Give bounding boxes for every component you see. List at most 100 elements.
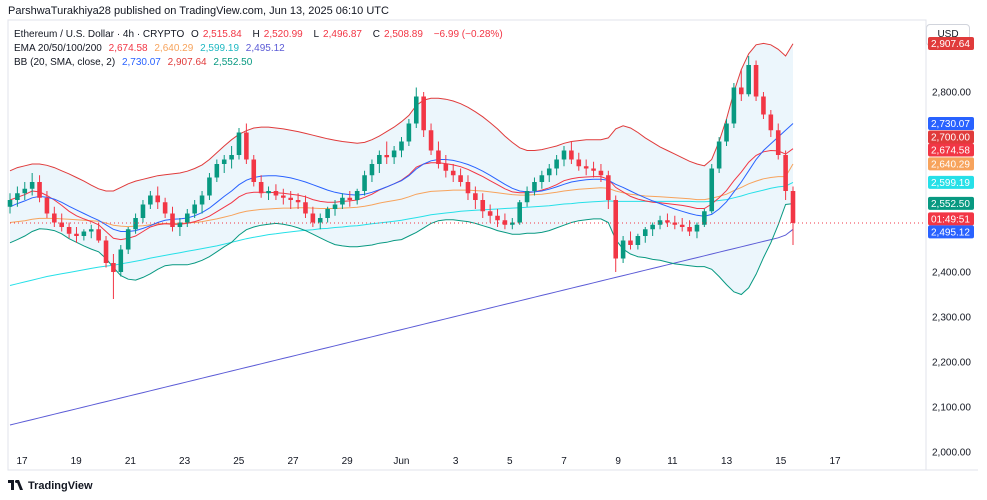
candle-body — [288, 197, 293, 200]
candle — [221, 155, 227, 173]
candle-body — [450, 170, 456, 176]
candle — [465, 175, 471, 200]
price-tick-label: 2,200.00 — [932, 358, 971, 369]
candle-body — [125, 229, 131, 250]
candle — [620, 236, 626, 263]
price-tick-label: 2,300.00 — [932, 313, 971, 324]
candle — [148, 191, 153, 209]
bb-basis-value: 2,730.07 — [121, 57, 161, 68]
candle-body — [273, 191, 279, 196]
candle-body — [310, 213, 316, 223]
bb-lower-line — [9, 203, 794, 296]
time-tick-label: 5 — [507, 456, 513, 467]
candle — [554, 155, 559, 176]
time-axis: 17 19 21 23 25 27 29 Jun 3 5 7 9 11 13 15 17 — [16, 456, 841, 467]
candle-body — [295, 200, 301, 203]
candle — [59, 213, 64, 232]
candle-body — [74, 233, 79, 236]
candle — [406, 119, 412, 146]
price-tag-label: 2,599.19 — [931, 178, 970, 189]
price-tag-label: 2,552.50 — [931, 199, 970, 210]
time-tick-label: 25 — [233, 456, 245, 467]
price-tag: 2,730.07 — [928, 116, 974, 130]
candle-body — [465, 182, 471, 194]
legend-bb[interactable]: BB (20, SMA, close, 2) 2,730.07 2,907.64… — [14, 57, 256, 68]
candle-body — [96, 229, 101, 241]
candle — [694, 222, 700, 239]
candle-body — [591, 168, 596, 171]
candle-body — [244, 132, 249, 160]
bollinger-band-fill — [10, 43, 793, 295]
price-tag-label: 2,640.29 — [931, 159, 970, 170]
candle-body — [103, 240, 109, 263]
candle-body — [369, 164, 375, 176]
candle-body — [724, 123, 729, 142]
candle-body — [709, 168, 715, 212]
candle — [546, 164, 552, 182]
time-tick-label: 9 — [615, 456, 621, 467]
candle — [591, 161, 596, 178]
candle-body — [384, 155, 390, 158]
candle — [716, 137, 722, 173]
candle — [15, 186, 20, 207]
candle — [155, 186, 161, 209]
candle-body — [303, 202, 308, 214]
ema50-line — [9, 163, 794, 228]
candle — [739, 69, 744, 101]
candle — [52, 206, 57, 227]
candle-body — [753, 65, 759, 97]
candle — [761, 92, 766, 119]
ema200-line — [9, 228, 794, 426]
candle — [125, 227, 131, 254]
candle-body — [184, 213, 190, 223]
candle-body — [170, 213, 175, 227]
candle — [790, 186, 796, 245]
candle — [384, 141, 390, 164]
candle-body — [731, 87, 737, 124]
candle — [362, 170, 367, 196]
ema-label: EMA 20/50/100/200 — [14, 43, 102, 54]
low-number: 2,496.87 — [323, 29, 362, 40]
candle-body — [561, 150, 567, 160]
time-tick-label: 17 — [16, 456, 28, 467]
candle — [332, 200, 338, 216]
candle-body — [694, 224, 700, 232]
candle-body — [739, 87, 744, 95]
candle-body — [111, 263, 116, 272]
candle — [229, 146, 234, 169]
candle-body — [606, 175, 611, 200]
bb-label: BB (20, SMA, close, 2) — [14, 57, 116, 68]
tradingview-footer[interactable]: TradingView — [8, 480, 93, 492]
candle-body — [29, 182, 35, 189]
candle — [702, 209, 707, 227]
legend-ema[interactable]: EMA 20/50/100/200 2,674.58 2,640.29 2,59… — [14, 43, 289, 54]
candle — [37, 175, 42, 203]
candle-body — [44, 197, 50, 214]
ema100-line — [9, 181, 794, 286]
candle — [236, 128, 242, 160]
candle-body — [761, 96, 766, 115]
price-tag: 2,700.00 — [928, 130, 974, 144]
ema50-value: 2,640.29 — [154, 43, 194, 54]
ema100-value: 2,599.19 — [200, 43, 240, 54]
candle — [502, 213, 508, 230]
candle-body — [362, 175, 367, 191]
price-tag-label: 2,495.12 — [931, 227, 970, 238]
symbol-label[interactable]: Ethereum / U.S. Dollar · 4h · CRYPTO — [14, 29, 185, 40]
candle — [118, 245, 124, 277]
candle-body — [207, 177, 212, 196]
publisher-line: ParshwaTurakhiya28 published on TradingV… — [8, 5, 389, 17]
candle — [347, 191, 353, 207]
candle-body — [783, 155, 788, 191]
candle — [310, 206, 316, 227]
candle-body — [628, 240, 633, 245]
price-tag-label: 2,730.07 — [931, 119, 970, 130]
indicator-lines — [9, 42, 794, 426]
candle — [391, 146, 397, 164]
candle — [325, 206, 330, 223]
candle — [746, 56, 751, 97]
candle — [81, 229, 87, 241]
candle-body — [317, 218, 323, 223]
candle — [635, 233, 641, 250]
